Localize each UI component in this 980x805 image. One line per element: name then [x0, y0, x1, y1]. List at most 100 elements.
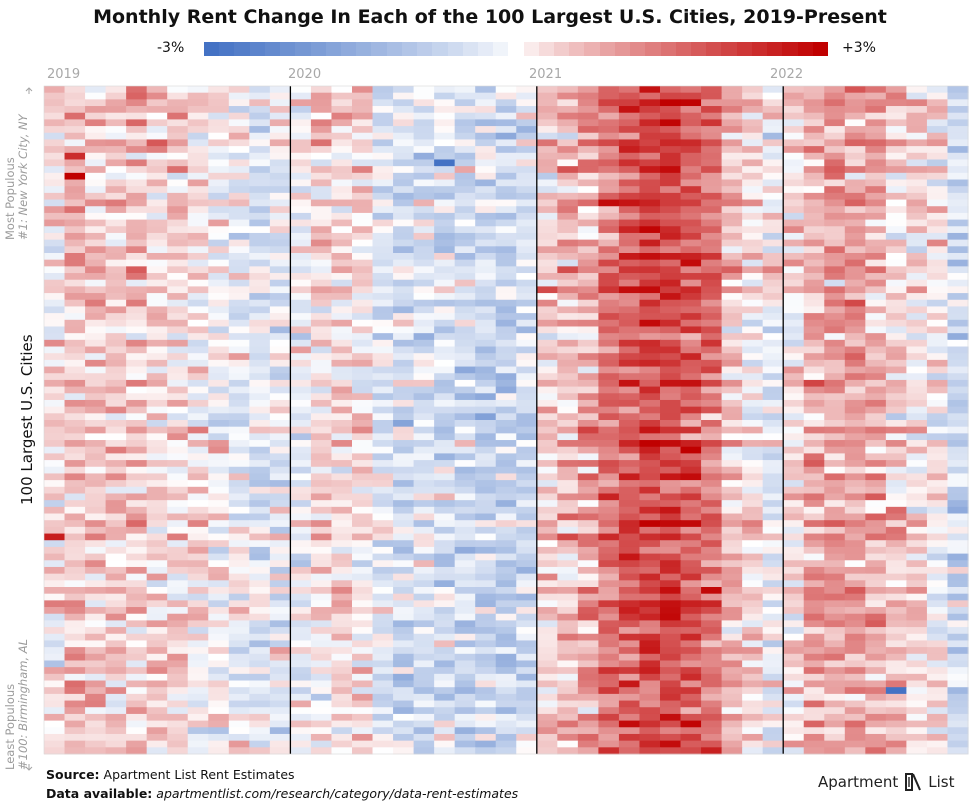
heatmap-cell	[680, 486, 702, 494]
heatmap-cell	[865, 593, 887, 601]
data-available-link[interactable]: apartmentlist.com/research/category/data…	[156, 786, 519, 801]
heatmap-cell	[187, 393, 209, 401]
heatmap-cell	[926, 413, 949, 421]
heatmap-cell	[126, 253, 148, 261]
heatmap-cell	[824, 446, 846, 454]
heatmap-cell	[44, 433, 66, 441]
heatmap-cell	[701, 279, 723, 287]
heatmap-cell	[926, 633, 949, 641]
heatmap-cell	[557, 246, 579, 254]
heatmap-cell	[249, 333, 271, 341]
heatmap-cell	[598, 206, 620, 214]
heatmap-cell	[598, 460, 620, 468]
heatmap-cell	[598, 613, 620, 621]
heatmap-cell	[208, 466, 230, 474]
heatmap-cell	[393, 627, 415, 635]
heatmap-cell	[783, 600, 805, 608]
heatmap-cell	[618, 279, 641, 287]
heatmap-cell	[310, 540, 333, 548]
heatmap-cell	[352, 399, 374, 408]
heatmap-cell	[434, 186, 456, 194]
heatmap-cell	[187, 313, 209, 321]
heatmap-cell	[352, 673, 374, 681]
heatmap-cell	[701, 707, 723, 715]
heatmap-cell	[372, 112, 394, 120]
heatmap-cell	[742, 540, 764, 548]
heatmap-cell	[783, 106, 805, 114]
heatmap-cell	[598, 627, 620, 635]
heatmap-cell	[926, 727, 949, 735]
heatmap-cell	[577, 206, 599, 214]
heatmap-cell	[372, 119, 394, 127]
heatmap-cell	[208, 660, 230, 668]
heatmap-cell	[947, 607, 969, 615]
heatmap-cell	[947, 460, 969, 468]
heatmap-cell	[44, 406, 66, 414]
heatmap-cell	[865, 480, 887, 488]
heatmap-cell	[228, 413, 250, 421]
heatmap-cell	[926, 353, 949, 361]
heatmap-cell	[269, 212, 291, 220]
heatmap-cell	[762, 633, 784, 641]
heatmap-cell	[269, 319, 291, 327]
heatmap-cell	[208, 379, 230, 387]
heatmap-cell	[310, 640, 333, 648]
heatmap-cell	[269, 239, 291, 247]
heatmap-cell	[208, 613, 230, 621]
heatmap-cell	[454, 653, 476, 661]
heatmap-cell	[146, 713, 168, 721]
heatmap-cell	[639, 232, 661, 241]
heatmap-cell	[434, 152, 456, 160]
heatmap-cell	[844, 647, 866, 655]
heatmap-cell	[44, 119, 66, 127]
heatmap-cell	[947, 593, 969, 601]
heatmap-cell	[146, 620, 168, 628]
heatmap-cell	[803, 146, 825, 154]
heatmap-cell	[536, 379, 558, 387]
heatmap-cell	[269, 687, 291, 695]
heatmap-cell	[865, 580, 887, 588]
heatmap-cell	[85, 740, 107, 748]
heatmap-cell	[926, 747, 949, 755]
heatmap-cell	[803, 513, 825, 521]
heatmap-cell	[105, 139, 127, 147]
heatmap-cell	[762, 713, 784, 721]
heatmap-cell	[947, 393, 969, 401]
heatmap-cell	[844, 373, 866, 381]
heatmap-cell	[660, 192, 682, 200]
heatmap-cell	[926, 132, 949, 140]
heatmap-cell	[516, 413, 538, 421]
heatmap-cell	[577, 473, 599, 481]
heatmap-cell	[146, 179, 168, 187]
heatmap-cell	[639, 399, 661, 408]
heatmap-cell	[249, 353, 271, 361]
heatmap-cell	[228, 319, 250, 327]
heatmap-cell	[742, 299, 764, 307]
heatmap-cell	[454, 86, 476, 94]
legend-swatch	[736, 42, 752, 56]
heatmap-cell	[413, 166, 435, 174]
heatmap-cell	[44, 273, 66, 281]
heatmap-cell	[64, 339, 86, 347]
heatmap-cell	[885, 500, 907, 508]
heatmap-cell	[947, 146, 969, 154]
heatmap-cell	[721, 219, 743, 227]
heatmap-cell	[803, 406, 825, 414]
heatmap-cell	[167, 86, 189, 94]
heatmap-cell	[331, 573, 353, 581]
heatmap-cell	[783, 192, 805, 200]
heatmap-cell	[742, 506, 764, 514]
heatmap-cell	[475, 399, 497, 408]
heatmap-cell	[701, 613, 723, 621]
heatmap-cell	[64, 286, 86, 294]
heatmap-cell	[577, 132, 599, 140]
heatmap-cell	[557, 613, 579, 621]
heatmap-cell	[413, 212, 435, 220]
heatmap-cell	[249, 660, 271, 668]
legend-min-label: -3%	[157, 40, 185, 56]
heatmap-cell	[167, 346, 189, 354]
heatmap-cell	[885, 219, 907, 227]
legend-swatch	[432, 42, 448, 56]
heatmap-cell	[64, 99, 86, 107]
heatmap-cell	[269, 727, 291, 735]
